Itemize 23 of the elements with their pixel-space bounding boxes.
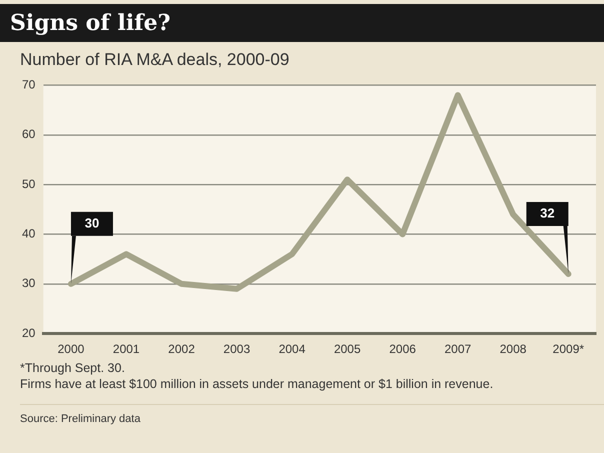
x-tick-label: 2002 <box>168 342 196 356</box>
chart-title: Signs of life? <box>0 4 604 42</box>
data-label: 30 <box>84 216 100 230</box>
y-tick-label: 60 <box>22 127 36 142</box>
x-tick-label: 2007 <box>444 342 472 356</box>
x-tick-label: 2001 <box>112 342 140 356</box>
x-tick-label: 2006 <box>389 342 416 356</box>
y-tick-label: 70 <box>22 78 36 92</box>
y-tick-label: 30 <box>22 276 36 290</box>
data-label: 32 <box>540 206 555 221</box>
x-tick-label: 2009* <box>552 342 584 356</box>
x-tick-label: 2008 <box>500 342 527 356</box>
x-tick-label: 2003 <box>223 342 250 356</box>
text: Firms have at least $100 million in assets under management or $1 billion in revenue. <box>20 376 494 392</box>
source-note: Source: Preliminary data <box>20 404 604 427</box>
x-tick-label: 2005 <box>334 342 361 356</box>
x-tick-label: 2000 <box>58 342 85 356</box>
x-tick-label: 2004 <box>278 342 306 356</box>
y-tick-label: 40 <box>22 226 36 241</box>
y-tick-label: 50 <box>22 176 36 191</box>
chart-subtitle: Number of RIA M&A deals, 2000-09 <box>20 50 290 70</box>
text: *Through Sept. 30. <box>20 360 126 376</box>
y-tick-label: 20 <box>22 326 36 340</box>
